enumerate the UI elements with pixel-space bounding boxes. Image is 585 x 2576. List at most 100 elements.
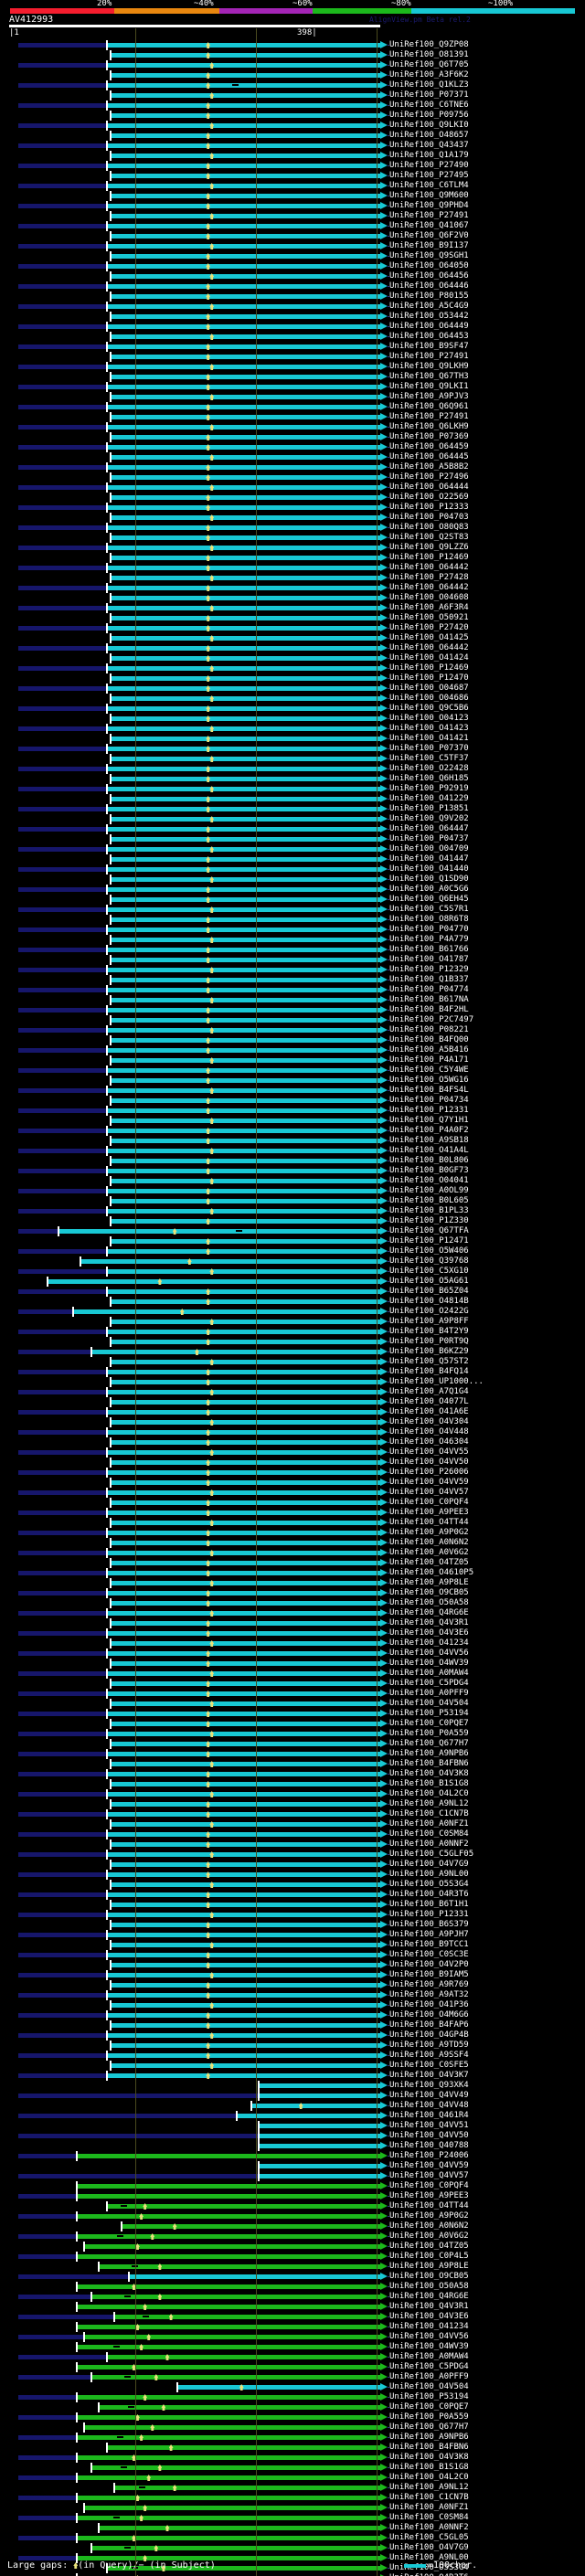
alignment-row[interactable]: UniRef100_A5B8B2	[0, 462, 585, 472]
hit-accession-link[interactable]: UniRef100_P4A779	[389, 935, 469, 944]
hit-accession-link[interactable]: UniRef100_O4V3E6	[389, 2312, 469, 2321]
alignment-bar[interactable]	[107, 1531, 380, 1535]
alignment-row[interactable]: UniRef100_O64050	[0, 261, 585, 271]
alignment-bar[interactable]	[111, 1500, 380, 1505]
hit-accession-link[interactable]: UniRef100_O22428	[389, 764, 469, 773]
alignment-bar[interactable]	[111, 1621, 380, 1626]
alignment-row[interactable]: UniRef100_C5TF37	[0, 754, 585, 764]
alignment-bar[interactable]	[177, 2385, 380, 2390]
hit-accession-link[interactable]: UniRef100_A9PJH7	[389, 1930, 469, 1939]
alignment-row[interactable]: UniRef100_P80155	[0, 292, 585, 302]
hit-accession-link[interactable]: UniRef100_O50A58	[389, 1598, 469, 1607]
hit-accession-link[interactable]: UniRef100_A6F3R4	[389, 603, 469, 612]
alignment-row[interactable]: UniRef100_O64459	[0, 442, 585, 452]
hit-accession-link[interactable]: UniRef100_B617NA	[389, 995, 469, 1004]
hit-accession-link[interactable]: UniRef100_P27491	[389, 412, 469, 421]
alignment-bar[interactable]	[107, 606, 380, 610]
hit-accession-link[interactable]: UniRef100_O64446	[389, 281, 469, 291]
alignment-bar[interactable]	[107, 1068, 380, 1073]
alignment-bar[interactable]	[111, 978, 380, 982]
alignment-bar[interactable]	[107, 304, 380, 309]
alignment-bar[interactable]	[111, 515, 380, 520]
alignment-bar[interactable]	[111, 274, 380, 279]
hit-accession-link[interactable]: UniRef100_B1S1G8	[389, 1779, 469, 1788]
alignment-row[interactable]: UniRef100_P13851	[0, 804, 585, 814]
alignment-row[interactable]: UniRef100_A9AT32	[0, 1990, 585, 2000]
alignment-row[interactable]: UniRef100_C6TLM4	[0, 181, 585, 191]
hit-accession-link[interactable]: UniRef100_Q677H7	[389, 1739, 469, 1748]
hit-accession-link[interactable]: UniRef100_A0V6G2	[389, 1548, 469, 1557]
alignment-bar[interactable]	[107, 566, 380, 570]
alignment-bar[interactable]	[78, 2516, 380, 2520]
alignment-bar[interactable]	[85, 2244, 380, 2249]
alignment-bar[interactable]	[260, 2174, 380, 2178]
alignment-row[interactable]: UniRef100_Q4VV48	[0, 2101, 585, 2111]
alignment-row[interactable]: UniRef100_A0NNF2	[0, 2523, 585, 2533]
hit-accession-link[interactable]: UniRef100_Q6H185	[389, 774, 469, 783]
alignment-row[interactable]: UniRef100_Q9M600	[0, 191, 585, 201]
hit-accession-link[interactable]: UniRef100_A3F6K2	[389, 70, 469, 80]
hit-accession-link[interactable]: UniRef100_O50921	[389, 613, 469, 622]
alignment-row[interactable]: UniRef100_Q4RG6E	[0, 1608, 585, 1618]
alignment-row[interactable]: UniRef100_P08221	[0, 1025, 585, 1035]
alignment-bar[interactable]	[111, 73, 380, 78]
alignment-row[interactable]: UniRef100_P04774	[0, 985, 585, 995]
alignment-row[interactable]: UniRef100_P27496	[0, 472, 585, 482]
alignment-bar[interactable]	[78, 2455, 380, 2460]
alignment-bar[interactable]	[111, 636, 380, 641]
hit-accession-link[interactable]: UniRef100_Q9SGH1	[389, 251, 469, 260]
alignment-row[interactable]: UniRef100_A0PFF9	[0, 1689, 585, 1699]
alignment-bar[interactable]	[111, 1521, 380, 1525]
hit-accession-link[interactable]: UniRef100_O46304	[389, 1437, 469, 1447]
alignment-bar[interactable]	[111, 355, 380, 359]
alignment-row[interactable]: UniRef100_A9PEE3	[0, 2191, 585, 2201]
hit-accession-link[interactable]: UniRef100_Q9V202	[389, 814, 469, 823]
alignment-row[interactable]: UniRef100_A0C5G6	[0, 885, 585, 895]
hit-accession-link[interactable]: UniRef100_C5TF37	[389, 754, 469, 763]
alignment-bar[interactable]	[107, 1732, 380, 1736]
hit-accession-link[interactable]: UniRef100_P1Z330	[389, 1216, 469, 1225]
alignment-row[interactable]: UniRef100_O4V3K8	[0, 1769, 585, 1779]
alignment-row[interactable]: UniRef100_O64446	[0, 281, 585, 292]
alignment-bar[interactable]	[107, 666, 380, 671]
alignment-row[interactable]: UniRef100_B9TCC1	[0, 1940, 585, 1950]
alignment-row[interactable]: UniRef100_C1CN7B	[0, 2493, 585, 2503]
hit-accession-link[interactable]: UniRef100_Q6T705	[389, 60, 469, 69]
alignment-bar[interactable]	[107, 1390, 380, 1394]
hit-accession-link[interactable]: UniRef100_O41421	[389, 734, 469, 743]
alignment-bar[interactable]	[107, 103, 380, 108]
alignment-bar[interactable]	[107, 164, 380, 168]
hit-accession-link[interactable]: UniRef100_Q43437	[389, 141, 469, 150]
alignment-bar[interactable]	[107, 143, 380, 148]
alignment-row[interactable]: UniRef100_Q4VV57	[0, 2171, 585, 2181]
alignment-bar[interactable]	[107, 425, 380, 429]
alignment-row[interactable]: UniRef100_A9R769	[0, 1980, 585, 1990]
hit-accession-link[interactable]: UniRef100_A0NNF2	[389, 2523, 469, 2532]
alignment-bar[interactable]	[107, 1330, 380, 1334]
hit-accession-link[interactable]: UniRef100_O64459	[389, 442, 469, 451]
hit-accession-link[interactable]: UniRef100_O04687	[389, 684, 469, 693]
hit-accession-link[interactable]: UniRef100_O50A58	[389, 2282, 469, 2291]
hit-accession-link[interactable]: UniRef100_Q4RG6E	[389, 1608, 469, 1617]
alignment-bar[interactable]	[107, 1209, 380, 1214]
alignment-bar[interactable]	[107, 1671, 380, 1676]
alignment-bar[interactable]	[78, 2365, 380, 2369]
alignment-row[interactable]: UniRef100_Q41067	[0, 221, 585, 231]
hit-accession-link[interactable]: UniRef100_C1CN7B	[389, 2493, 469, 2502]
hit-accession-link[interactable]: UniRef100_O64444	[389, 482, 469, 492]
hit-accession-link[interactable]: UniRef100_Q67TH3	[389, 372, 469, 381]
hit-accession-link[interactable]: UniRef100_P04770	[389, 925, 469, 934]
alignment-row[interactable]: UniRef100_O53442	[0, 312, 585, 322]
hit-accession-link[interactable]: UniRef100_O41A4L	[389, 1146, 469, 1155]
alignment-bar[interactable]	[107, 1149, 380, 1153]
alignment-row[interactable]: UniRef100_O4VV56	[0, 1648, 585, 1659]
hit-accession-link[interactable]: UniRef100_A9P8LE	[389, 1578, 469, 1587]
alignment-bar[interactable]	[107, 1691, 380, 1696]
alignment-bar[interactable]	[78, 2556, 380, 2560]
alignment-row[interactable]: UniRef100_O4077L	[0, 1397, 585, 1407]
alignment-bar[interactable]	[107, 1712, 380, 1716]
alignment-row[interactable]: UniRef100_O5W406	[0, 1246, 585, 1256]
alignment-bar[interactable]	[107, 1551, 380, 1555]
alignment-bar[interactable]	[107, 948, 380, 952]
hit-accession-link[interactable]: UniRef100_P0A559	[389, 1729, 469, 1738]
